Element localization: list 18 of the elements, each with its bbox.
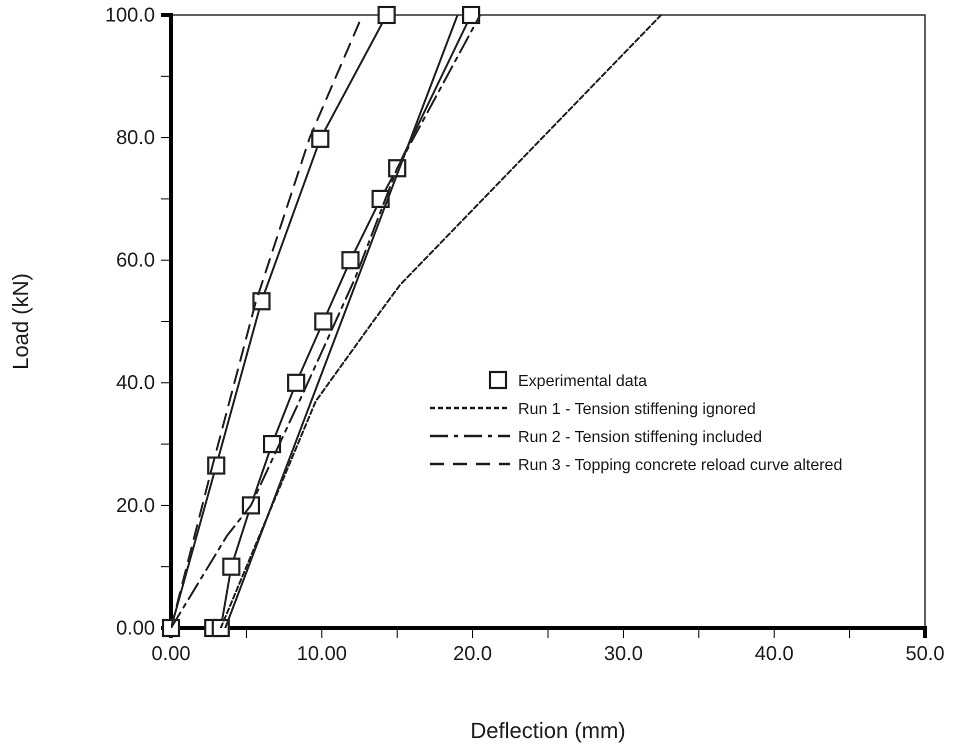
y-tick-label: 60.0 bbox=[116, 250, 155, 272]
legend-label: Experimental data bbox=[518, 373, 648, 390]
y-tick-label: 100.0 bbox=[104, 4, 155, 26]
y-tick-label: 40.0 bbox=[116, 372, 155, 394]
x-tick-label: 50.0 bbox=[906, 643, 944, 666]
legend-label: Run 2 - Tension stiffening included bbox=[518, 429, 762, 446]
legend-label: Run 1 - Tension stiffening ignored bbox=[518, 401, 756, 418]
x-tick-label: 0.00 bbox=[152, 643, 190, 666]
x-tick-label: 20.0 bbox=[453, 643, 492, 666]
y-axis-title: Load (kN) bbox=[8, 273, 33, 370]
y-tick-label: 80.0 bbox=[116, 127, 155, 149]
x-axis-title: Deflection (mm) bbox=[470, 718, 626, 743]
x-tick-label: 40.0 bbox=[754, 643, 794, 666]
y-tick-label: 20.0 bbox=[116, 494, 155, 517]
x-tick-label: 10.00 bbox=[296, 643, 347, 666]
y-tick-label: 0.00 bbox=[116, 617, 155, 640]
x-tick-label: 30.0 bbox=[604, 643, 643, 666]
legend-label: Run 3 - Topping concrete reload curve altered bbox=[518, 457, 842, 474]
